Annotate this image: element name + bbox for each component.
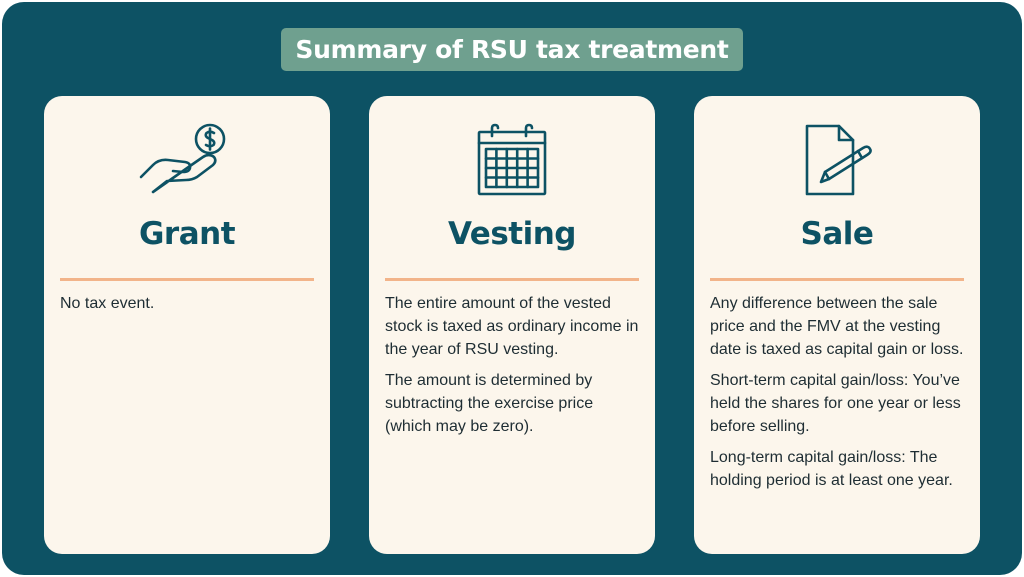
- calendar-icon: [369, 122, 655, 198]
- page-title: Summary of RSU tax treatment: [281, 28, 743, 71]
- card-body: No tax event.: [60, 292, 316, 323]
- card-heading: Grant: [138, 216, 236, 252]
- card-body: The entire amount of the vested stock is…: [385, 292, 641, 446]
- card-body: Any difference between the sale price an…: [710, 292, 966, 500]
- card-paragraph: Long-term capital gain/loss: The holding…: [710, 449, 953, 489]
- card-heading: Sale: [800, 216, 874, 252]
- card-sale: Sale Any difference between the sale pri…: [694, 96, 980, 554]
- document-pen-icon: [694, 122, 980, 198]
- card-paragraph: The amount is determined by subtracting …: [385, 372, 594, 435]
- card-divider: [385, 278, 639, 281]
- card-paragraph: No tax event.: [60, 295, 155, 312]
- card-grant: Grant No tax event.: [44, 96, 330, 554]
- card-paragraph: The entire amount of the vested stock is…: [385, 295, 639, 358]
- title-container: Summary of RSU tax treatment: [2, 28, 1022, 71]
- card-paragraph: Short-term capital gain/loss: You’ve hel…: [710, 372, 961, 435]
- hand-coin-icon: [44, 122, 330, 198]
- card-paragraph: Any difference between the sale price an…: [710, 295, 964, 358]
- card-vesting: Vesting The entire amount of the vested …: [369, 96, 655, 554]
- card-heading: Vesting: [448, 216, 576, 252]
- card-divider: [710, 278, 964, 281]
- card-divider: [60, 278, 314, 281]
